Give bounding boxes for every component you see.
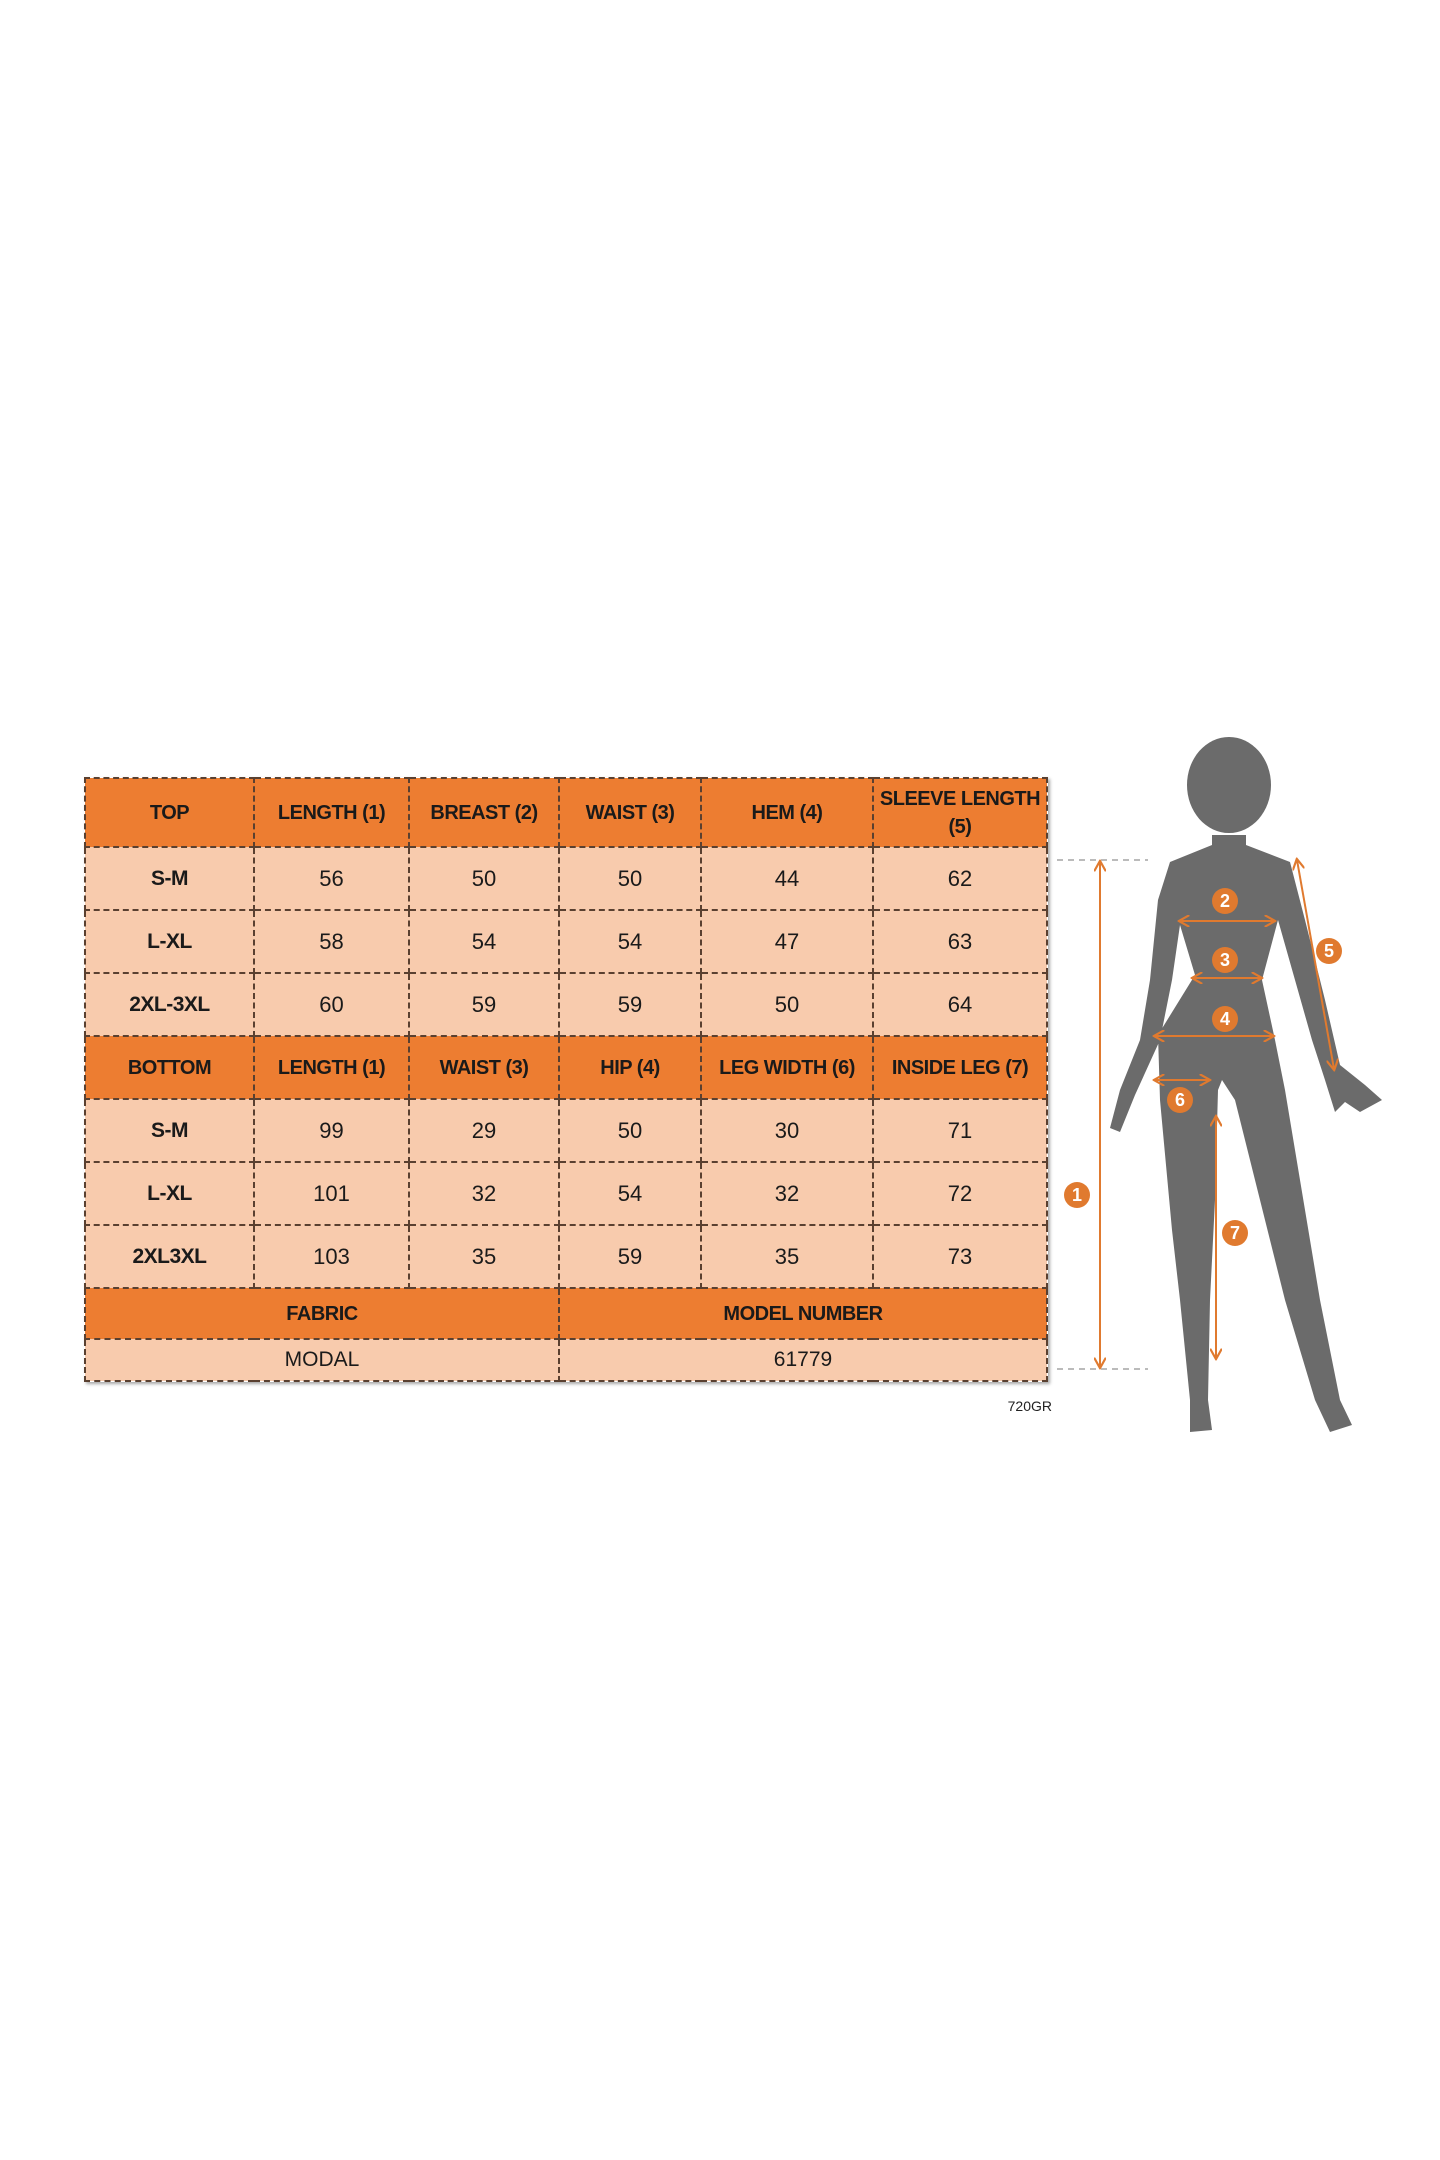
table-row: MODAL 61779 — [84, 1338, 1048, 1382]
measurement-cell: 60 — [253, 972, 410, 1037]
measurement-cell: 30 — [700, 1098, 874, 1163]
measurement-cell: 72 — [872, 1161, 1048, 1226]
measurement-cell: 54 — [558, 909, 702, 974]
body-measurement-figure: 1 2 3 4 5 6 7 — [1057, 737, 1382, 1432]
measurement-cell: 50 — [408, 846, 560, 911]
size-label: L-XL — [84, 909, 255, 974]
fabric-value: MODAL — [84, 1338, 560, 1382]
marker-number: 7 — [1230, 1223, 1240, 1243]
column-header: HIP (4) — [558, 1035, 702, 1100]
header-row: TOP LENGTH (1) BREAST (2) WAIST (3) HEM (4) S… — [84, 777, 1048, 848]
table-row: 2XL3XL 103 35 59 35 73 — [84, 1224, 1048, 1289]
column-header: WAIST (3) — [558, 777, 702, 848]
size-label: S-M — [84, 1098, 255, 1163]
header-row: BOTTOM LENGTH (1) WAIST (3) HIP (4) LEG WIDT… — [84, 1035, 1048, 1100]
marker-number: 2 — [1220, 891, 1230, 911]
size-label: S-M — [84, 846, 255, 911]
measurement-cell: 63 — [872, 909, 1048, 974]
measurement-cell: 101 — [253, 1161, 410, 1226]
column-header: BREAST (2) — [408, 777, 560, 848]
measurement-cell: 54 — [408, 909, 560, 974]
measurement-cell: 35 — [408, 1224, 560, 1289]
measurement-cell: 71 — [872, 1098, 1048, 1163]
table-row: L-XL 58 54 54 47 63 — [84, 909, 1048, 974]
measurement-cell: 50 — [558, 846, 702, 911]
column-header: TOP — [84, 777, 255, 848]
measurement-cell: 50 — [700, 972, 874, 1037]
marker-number: 6 — [1175, 1090, 1185, 1110]
table-row: S-M 99 29 50 30 71 — [84, 1098, 1048, 1163]
measurement-cell: 103 — [253, 1224, 410, 1289]
measurement-cell: 29 — [408, 1098, 560, 1163]
measurement-marker-5: 5 — [1316, 938, 1342, 964]
header-row: FABRIC MODEL NUMBER — [84, 1287, 1048, 1340]
measurement-cell: 35 — [700, 1224, 874, 1289]
measurement-marker-6: 6 — [1167, 1087, 1193, 1113]
measurement-cell: 59 — [558, 1224, 702, 1289]
size-chart-table: TOP LENGTH (1) BREAST (2) WAIST (3) HEM (4) S… — [84, 777, 1048, 1382]
model-number-header: MODEL NUMBER — [558, 1287, 1048, 1340]
measurement-cell: 73 — [872, 1224, 1048, 1289]
measurement-cell: 32 — [700, 1161, 874, 1226]
measurement-cell: 54 — [558, 1161, 702, 1226]
column-header: LENGTH (1) — [253, 1035, 410, 1100]
measurement-marker-4: 4 — [1212, 1006, 1238, 1032]
size-label: L-XL — [84, 1161, 255, 1226]
marker-number: 5 — [1324, 941, 1334, 961]
measurement-marker-7: 7 — [1222, 1220, 1248, 1246]
measurement-cell: 62 — [872, 846, 1048, 911]
column-header: BOTTOM — [84, 1035, 255, 1100]
fabric-header: FABRIC — [84, 1287, 560, 1340]
measurement-cell: 56 — [253, 846, 410, 911]
column-header: WAIST (3) — [408, 1035, 560, 1100]
measurement-marker-2: 2 — [1212, 888, 1238, 914]
measurement-cell: 99 — [253, 1098, 410, 1163]
table-row: 2XL-3XL 60 59 59 50 64 — [84, 972, 1048, 1037]
measurement-marker-3: 3 — [1212, 947, 1238, 973]
column-header: INSIDE LEG (7) — [872, 1035, 1048, 1100]
measurement-lines — [1057, 860, 1334, 1370]
marker-number: 1 — [1072, 1185, 1082, 1205]
size-label: 2XL3XL — [84, 1224, 255, 1289]
measurement-cell: 59 — [408, 972, 560, 1037]
measurement-cell: 32 — [408, 1161, 560, 1226]
marker-number: 4 — [1220, 1009, 1230, 1029]
table-row: S-M 56 50 50 44 62 — [84, 846, 1048, 911]
column-header: LENGTH (1) — [253, 777, 410, 848]
measurement-cell: 58 — [253, 909, 410, 974]
table-row: L-XL 101 32 54 32 72 — [84, 1161, 1048, 1226]
measurement-cell: 59 — [558, 972, 702, 1037]
size-label: 2XL-3XL — [84, 972, 255, 1037]
measurement-cell: 50 — [558, 1098, 702, 1163]
product-code: 720GR — [1007, 1398, 1052, 1414]
measurement-marker-1: 1 — [1064, 1182, 1090, 1208]
model-number-value: 61779 — [558, 1338, 1048, 1382]
column-header: SLEEVE LENGTH (5) — [872, 777, 1048, 848]
marker-number: 3 — [1220, 950, 1230, 970]
measurement-cell: 64 — [872, 972, 1048, 1037]
measurement-cell: 44 — [700, 846, 874, 911]
measurement-cell: 47 — [700, 909, 874, 974]
silhouette — [1110, 737, 1382, 1432]
column-header: HEM (4) — [700, 777, 874, 848]
column-header: LEG WIDTH (6) — [700, 1035, 874, 1100]
